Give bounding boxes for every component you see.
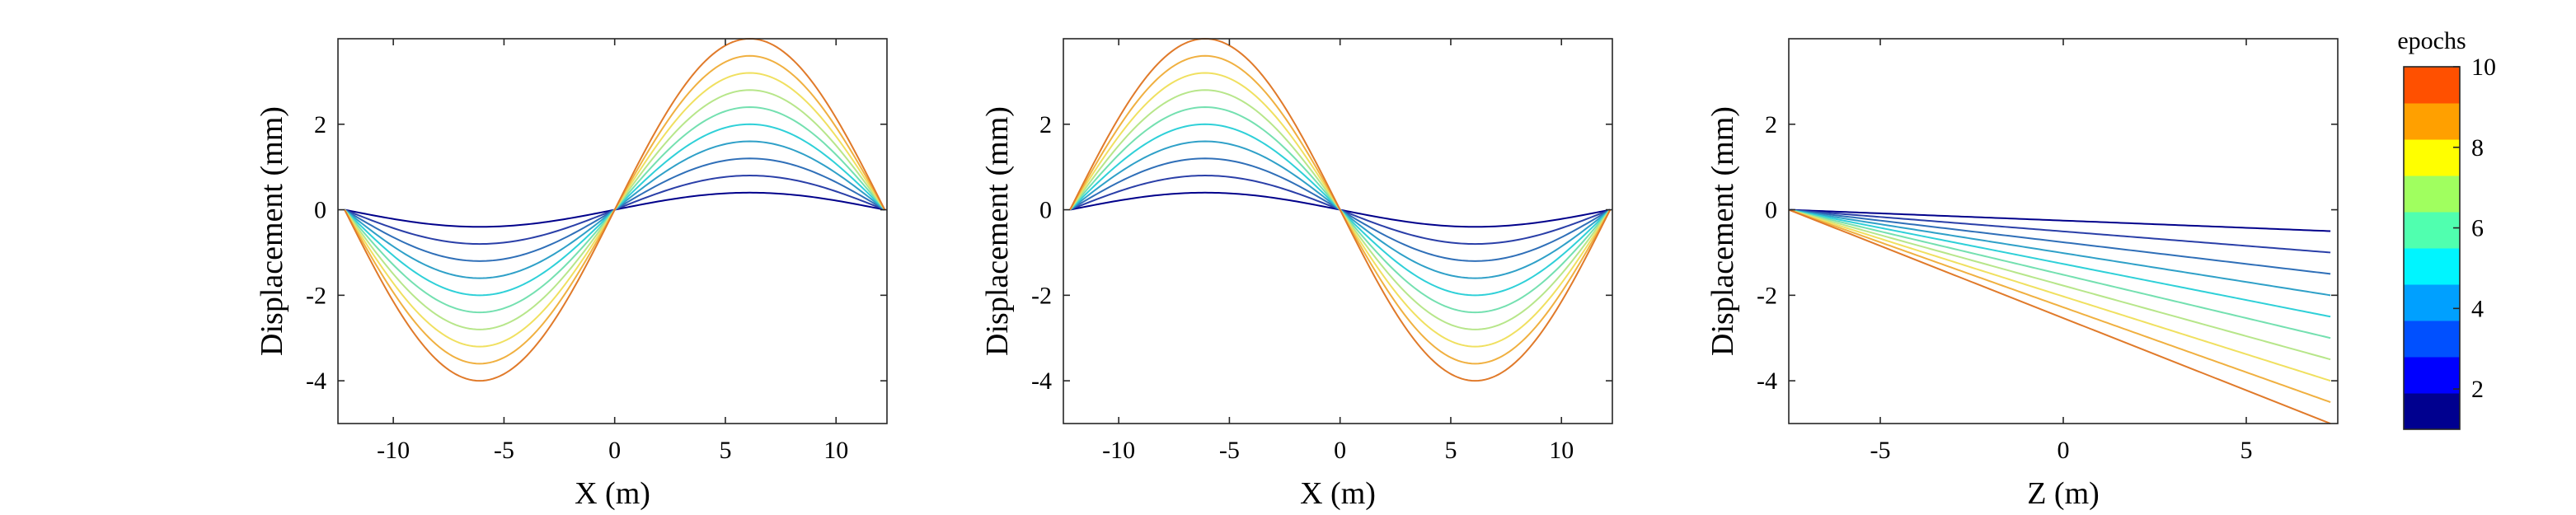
colorbar-tick-label: 8 xyxy=(2471,134,2484,162)
colorbar-tick-label: 2 xyxy=(2471,376,2484,403)
chart-panel-1: -10 -5 0 5 10 -4 -2 0 2 X (m) Displacement (mm) xyxy=(255,37,888,511)
x-tick-label: 10 xyxy=(1549,437,1574,464)
series-line-epoch-9 xyxy=(1788,208,2331,404)
series-line-epoch-1 xyxy=(1788,208,2331,232)
colorbar-segment xyxy=(2404,284,2460,321)
x-tick-label: 0 xyxy=(1334,437,1346,464)
colorbar-segment xyxy=(2404,357,2460,394)
series-line-epoch-6 xyxy=(1788,208,2331,339)
x-tick-label: -5 xyxy=(494,437,514,464)
colorbar-segment xyxy=(2404,103,2460,140)
y-axis-label: Displacement (mm) xyxy=(255,106,289,356)
colorbar-tick-label: 4 xyxy=(2471,295,2484,322)
series-line-epoch-4 xyxy=(1788,208,2331,297)
y-tick-label: 2 xyxy=(1039,111,1052,138)
colorbar-segment xyxy=(2404,176,2460,213)
colorbar-segment xyxy=(2404,321,2460,358)
series-line-epoch-10 xyxy=(344,37,886,382)
colorbar-segment xyxy=(2404,248,2460,285)
y-tick-label: 0 xyxy=(1765,197,1777,224)
series-line-epoch-7 xyxy=(1788,208,2331,361)
x-tick-label: -10 xyxy=(377,437,410,464)
y-tick-label: -4 xyxy=(306,368,326,395)
chart-panel-2: -10 -5 0 5 10 -4 -2 0 2 X (m) Displacement (mm) xyxy=(980,37,1613,511)
colorbar-segment xyxy=(2404,139,2460,176)
y-tick-label: 2 xyxy=(1765,111,1777,138)
colorbar-frame xyxy=(2403,66,2461,430)
y-tick-label: 2 xyxy=(314,111,326,138)
x-tick-label: 0 xyxy=(608,437,621,464)
y-tick-label: -4 xyxy=(1031,368,1052,395)
y-tick-label: -4 xyxy=(1757,368,1777,395)
series-line-epoch-2 xyxy=(1788,208,2331,254)
x-axis-label: Z (m) xyxy=(2027,476,2100,511)
y-tick-label: -2 xyxy=(306,282,326,309)
x-tick-label: 10 xyxy=(823,437,848,464)
x-axis-label: X (m) xyxy=(1300,476,1376,511)
y-axis-label: Displacement (mm) xyxy=(1706,106,1740,356)
chart-panel-3: -5 0 5 -4 -2 0 2 Z (m) Displacement (mm) xyxy=(1706,38,2339,511)
x-tick-label: 5 xyxy=(1444,437,1457,464)
y-tick-label: 0 xyxy=(314,197,326,224)
series-line-epoch-3 xyxy=(1788,208,2331,275)
x-tick-label: -5 xyxy=(1870,437,1891,464)
axes-box xyxy=(337,38,888,424)
colorbar-tick-label: 10 xyxy=(2471,54,2496,81)
y-axis-label: Displacement (mm) xyxy=(980,106,1015,356)
x-tick-label: -5 xyxy=(1219,437,1240,464)
x-axis-label: X (m) xyxy=(575,476,650,511)
colorbar-title: epochs xyxy=(2397,27,2466,54)
x-tick-label: 0 xyxy=(2058,437,2070,464)
series-line-epoch-8 xyxy=(1788,208,2331,382)
colorbar-segment xyxy=(2404,393,2460,430)
y-tick-label: 0 xyxy=(1039,197,1052,224)
colorbar-segment xyxy=(2404,212,2460,249)
series-line-epoch-5 xyxy=(1788,208,2331,318)
axes-box xyxy=(1063,38,1613,424)
y-tick-label: -2 xyxy=(1757,282,1777,309)
series-line-epoch-10 xyxy=(1788,208,2331,424)
series-line-epoch-10 xyxy=(1069,37,1612,382)
x-tick-label: 5 xyxy=(2241,437,2253,464)
x-tick-label: -10 xyxy=(1102,437,1135,464)
colorbar-segment xyxy=(2404,67,2460,104)
x-tick-label: 5 xyxy=(719,437,731,464)
y-tick-label: -2 xyxy=(1031,282,1052,309)
colorbar-tick-label: 6 xyxy=(2471,215,2484,242)
